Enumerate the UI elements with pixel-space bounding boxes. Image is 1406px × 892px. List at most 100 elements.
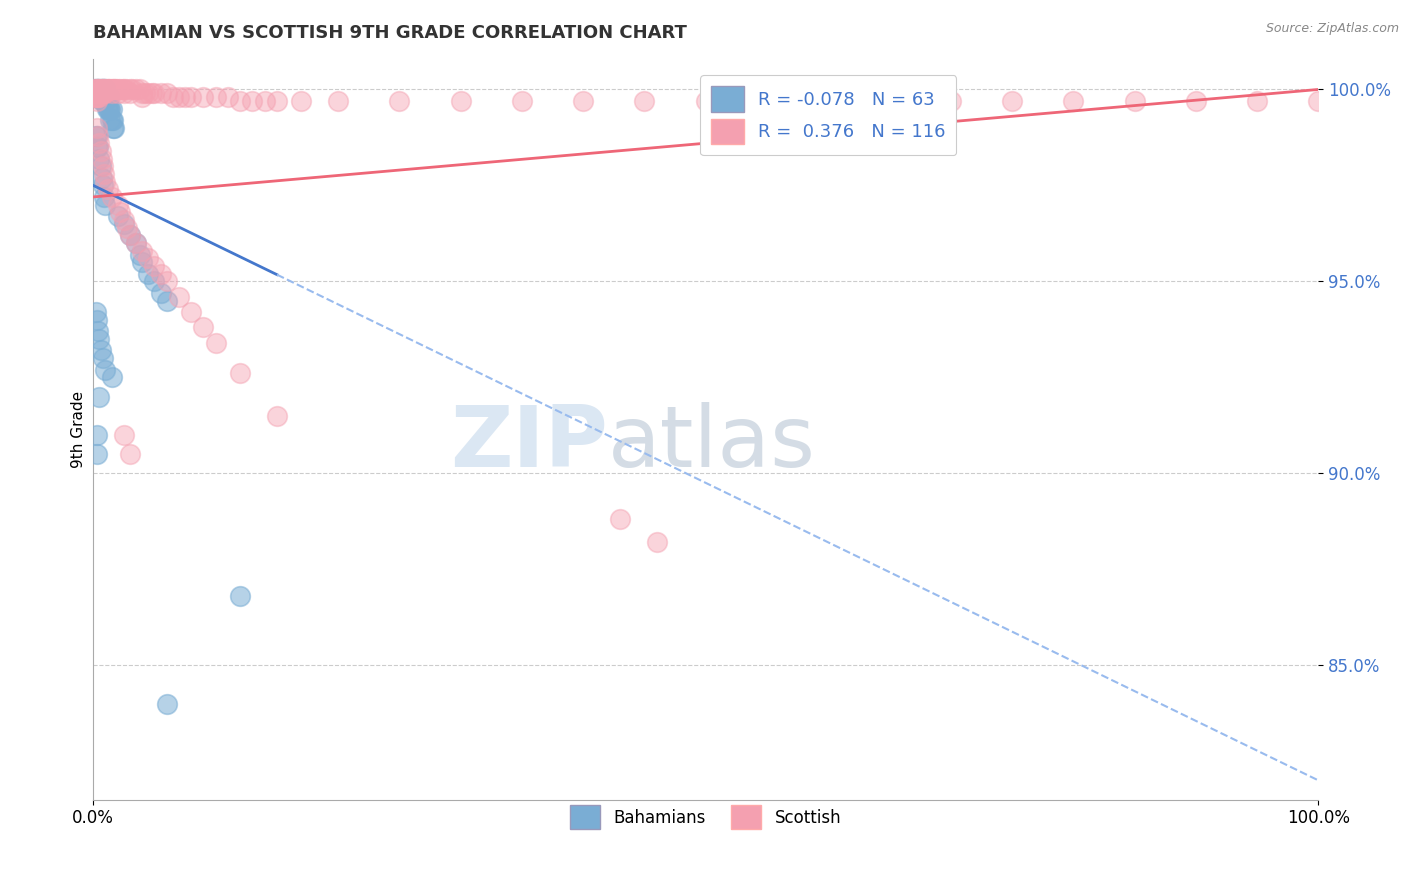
Point [86, 312, 108, 326]
Point [84, 82, 107, 96]
Point [86, 82, 108, 96]
Point [118, 228, 141, 243]
Point [84, 128, 107, 143]
Point [118, 82, 141, 96]
Point [100, 82, 122, 96]
Point [633, 94, 655, 108]
Point [149, 285, 172, 300]
Text: Source: ZipAtlas.com: Source: ZipAtlas.com [1265, 22, 1399, 36]
Point [167, 290, 190, 304]
Point [89, 87, 111, 101]
Point [136, 87, 159, 101]
Point [1062, 94, 1084, 108]
Point [572, 94, 595, 108]
Point [91, 351, 114, 365]
Point [117, 220, 139, 235]
Point [817, 94, 839, 108]
Point [96, 102, 118, 116]
Point [87, 82, 110, 96]
Point [104, 82, 127, 96]
Point [107, 209, 129, 223]
Point [97, 82, 120, 96]
Point [131, 90, 153, 104]
Point [100, 113, 122, 128]
Point [94, 362, 117, 376]
Point [93, 190, 115, 204]
Point [609, 512, 631, 526]
Point [112, 217, 135, 231]
Point [84, 82, 107, 96]
Point [118, 447, 141, 461]
Point [91, 82, 114, 96]
Point [91, 87, 114, 101]
Point [86, 87, 108, 101]
Point [90, 144, 112, 158]
Point [86, 447, 108, 461]
Point [939, 94, 962, 108]
Point [756, 94, 779, 108]
Point [98, 82, 121, 96]
Point [112, 87, 135, 101]
Point [90, 94, 112, 108]
Point [91, 94, 114, 108]
Point [94, 82, 117, 96]
Point [86, 94, 108, 108]
Point [229, 367, 252, 381]
Point [217, 90, 239, 104]
Point [193, 320, 215, 334]
Point [91, 82, 114, 96]
Point [118, 87, 141, 101]
Y-axis label: 9th Grade: 9th Grade [72, 391, 86, 467]
Point [107, 82, 129, 96]
Point [229, 589, 252, 603]
Point [450, 94, 472, 108]
Point [131, 255, 153, 269]
Point [91, 178, 114, 193]
Point [93, 82, 115, 96]
Point [242, 94, 264, 108]
Point [90, 87, 112, 101]
Point [83, 90, 105, 104]
Point [510, 94, 533, 108]
Text: BAHAMIAN VS SCOTTISH 9TH GRADE CORRELATION CHART: BAHAMIAN VS SCOTTISH 9TH GRADE CORRELATI… [93, 24, 688, 42]
Point [93, 167, 115, 181]
Point [108, 205, 131, 219]
Point [131, 244, 153, 258]
Point [84, 305, 107, 319]
Point [112, 213, 135, 227]
Point [93, 82, 115, 96]
Point [180, 90, 202, 104]
Point [89, 152, 111, 166]
Point [167, 90, 190, 104]
Point [90, 82, 112, 96]
Point [879, 94, 901, 108]
Point [83, 87, 105, 101]
Point [136, 252, 159, 266]
Point [115, 82, 138, 96]
Point [90, 82, 112, 96]
Point [111, 82, 134, 96]
Point [100, 102, 122, 116]
Point [645, 535, 668, 549]
Point [695, 94, 717, 108]
Point [103, 120, 125, 135]
Point [101, 82, 124, 96]
Point [107, 197, 129, 211]
Point [97, 102, 120, 116]
Point [98, 102, 121, 116]
Point [193, 90, 215, 104]
Point [204, 90, 226, 104]
Point [121, 82, 143, 96]
Point [290, 94, 312, 108]
Point [84, 87, 107, 101]
Point [96, 90, 118, 104]
Point [97, 90, 120, 104]
Point [90, 82, 112, 96]
Point [90, 170, 112, 185]
Point [143, 87, 166, 101]
Point [90, 343, 112, 358]
Point [100, 370, 122, 384]
Point [98, 90, 121, 104]
Point [266, 94, 288, 108]
Point [89, 332, 111, 346]
